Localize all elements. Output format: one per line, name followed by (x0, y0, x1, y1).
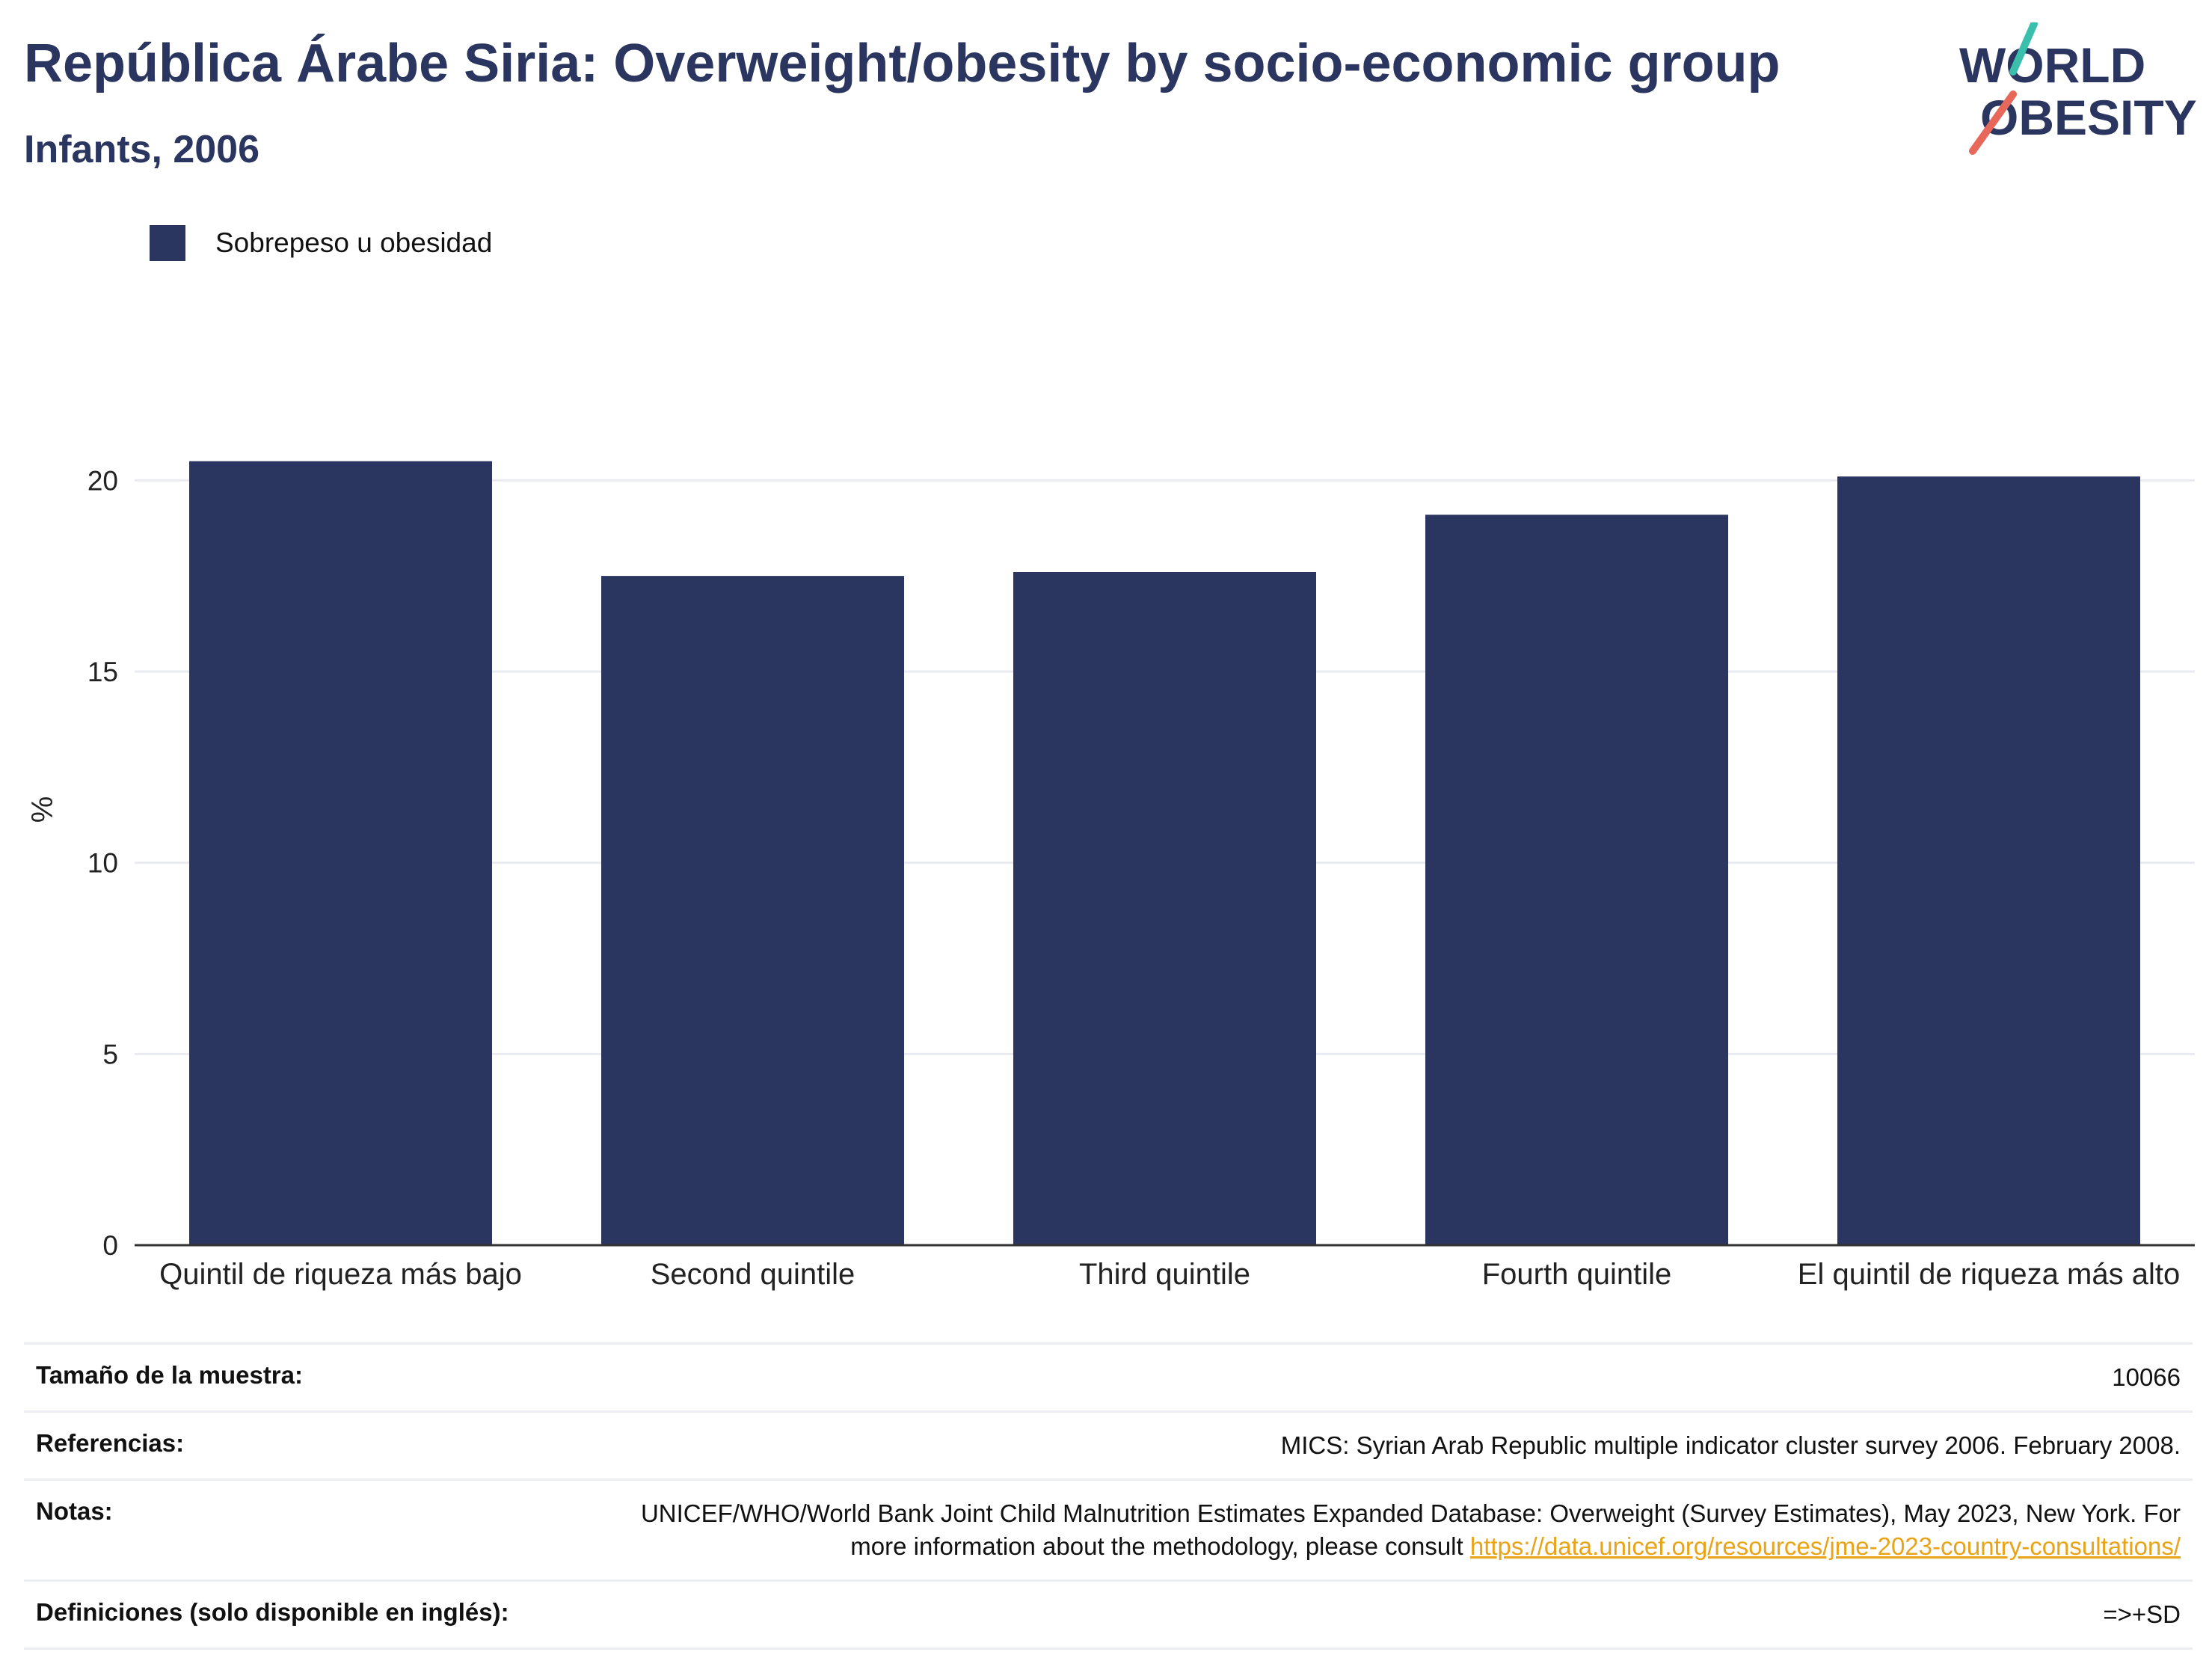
chart-title: República Árabe Siria: Overweight/obesit… (24, 34, 1781, 93)
definitions-label: Definiciones (solo disponible en inglés)… (36, 1598, 509, 1626)
references-value: MICS: Syrian Arab Republic multiple indi… (1280, 1431, 2181, 1459)
info-row-definitions: Definiciones (solo disponible en inglés)… (24, 1579, 2193, 1650)
logo-line-1: WORLD (1959, 37, 2145, 93)
logo-accent-teal (2009, 22, 2038, 76)
info-row-sample: Tamaño de la muestra: 10066 (24, 1342, 2193, 1410)
sample-size-value: 10066 (2112, 1363, 2181, 1391)
legend-label: Sobrepeso u obesidad (215, 227, 493, 258)
bar (1837, 476, 2140, 1245)
bar (1425, 515, 1728, 1245)
x-tick-label: Fourth quintile (1482, 1258, 1671, 1291)
notes-label: Notas: (36, 1497, 113, 1525)
legend-swatch (150, 225, 185, 261)
logo-accent-red (1969, 90, 2017, 155)
y-axis-label: % (26, 796, 59, 823)
chart-subtitle: Infants, 2006 (24, 128, 260, 171)
x-tick-label: Second quintile (651, 1258, 855, 1291)
world-obesity-logo: WORLD OBESITY (1959, 22, 2197, 155)
info-table: Tamaño de la muestra: 10066 Referencias:… (24, 1342, 2193, 1650)
notes-value: UNICEF/WHO/World Bank Joint Child Malnut… (610, 1497, 2181, 1563)
y-tick-label: 5 (102, 1039, 118, 1069)
x-tick-label: Quintil de riqueza más bajo (159, 1258, 522, 1291)
notes-text: UNICEF/WHO/World Bank Joint Child Malnut… (640, 1499, 2181, 1560)
info-row-references: Referencias: MICS: Syrian Arab Republic … (24, 1410, 2193, 1479)
definitions-value: =>+SD (2103, 1600, 2181, 1628)
bar-chart: 0 5 10 15 20% Quintil de riqueza más bajo Seco… (26, 461, 2195, 1291)
bar (1013, 572, 1316, 1245)
x-tick-label: Third quintile (1079, 1258, 1250, 1291)
bar (601, 576, 904, 1245)
bar (189, 461, 492, 1245)
chart-legend: Sobrepeso u obesidad (150, 224, 492, 262)
y-tick-label: 0 (102, 1230, 118, 1261)
methodology-link[interactable]: https://data.unicef.org/resources/jme-20… (1469, 1532, 2181, 1560)
logo-line-2: OBESITY (1980, 90, 2197, 145)
y-tick-label: 10 (87, 848, 118, 879)
sample-size-label: Tamaño de la muestra: (36, 1361, 303, 1389)
y-tick-label: 20 (87, 465, 118, 496)
x-tick-label: El quintil de riqueza más alto (1798, 1258, 2180, 1291)
references-label: Referencias: (36, 1429, 185, 1457)
y-tick-label: 15 (87, 657, 118, 687)
info-row-notes: Notas: UNICEF/WHO/World Bank Joint Child… (24, 1479, 2193, 1579)
